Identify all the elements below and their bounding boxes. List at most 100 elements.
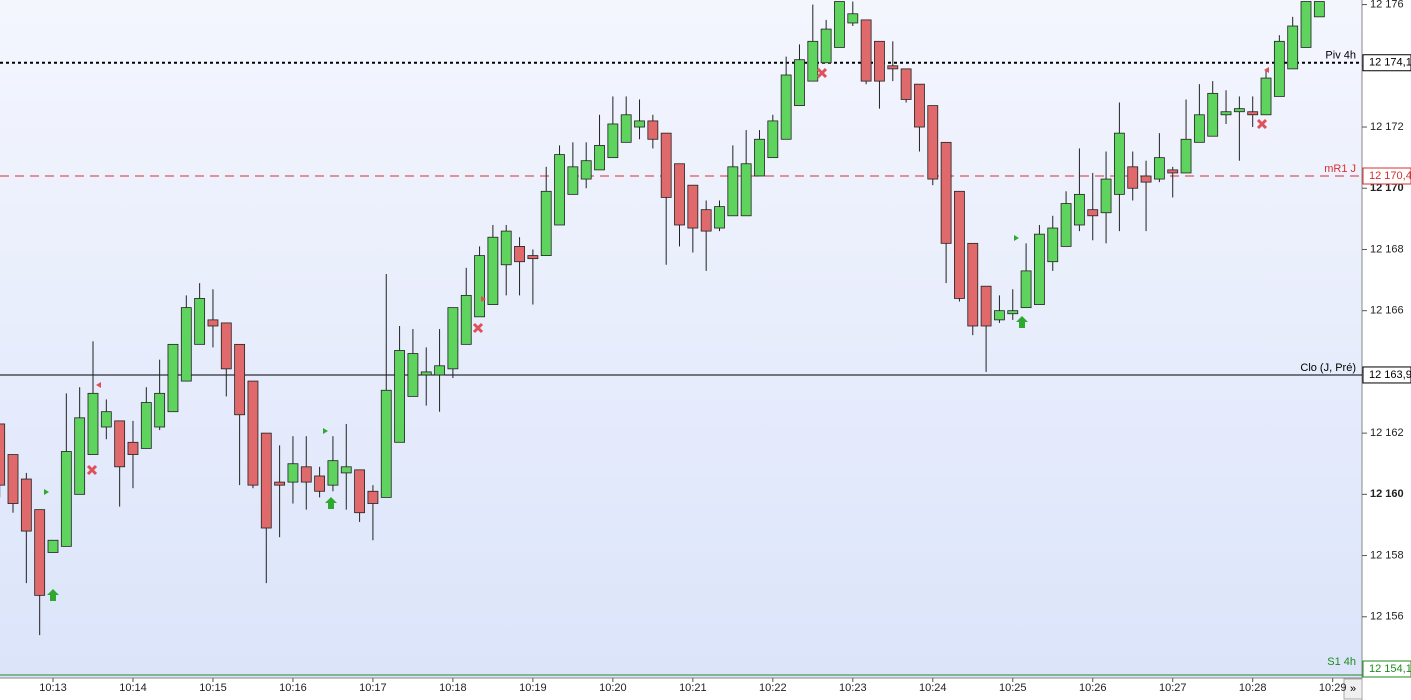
candle-body bbox=[1034, 233, 1045, 305]
candle-body bbox=[1220, 111, 1232, 116]
x-tick-label: 10:13 bbox=[39, 682, 67, 694]
y-tick-label: 12 168 bbox=[1370, 243, 1404, 255]
candle-body bbox=[794, 59, 805, 107]
candle-body bbox=[0, 423, 6, 486]
x-tick-label: 10:15 bbox=[199, 682, 227, 694]
candle-body bbox=[1193, 114, 1205, 143]
candle-body bbox=[487, 236, 499, 305]
candle-body bbox=[447, 307, 459, 370]
y-tick-label: 12 170 bbox=[1370, 182, 1404, 194]
candle-body bbox=[1100, 178, 1112, 214]
candle-body bbox=[7, 454, 19, 504]
level-name: Clo (J, Pré) bbox=[1300, 362, 1356, 374]
candle-body bbox=[220, 322, 232, 370]
axis-bg bbox=[1362, 0, 1411, 700]
x-axis-bg bbox=[0, 678, 1362, 700]
candle-body bbox=[914, 83, 925, 128]
candle-body bbox=[380, 389, 392, 498]
candle-body bbox=[767, 120, 779, 159]
candle-body bbox=[674, 163, 685, 226]
candle-body bbox=[407, 353, 419, 397]
x-tick-label: 10:16 bbox=[279, 682, 307, 694]
candle-body bbox=[1260, 77, 1272, 116]
candle-body bbox=[580, 160, 592, 180]
candle-body bbox=[860, 19, 872, 82]
candle-body bbox=[394, 350, 405, 443]
candle-body bbox=[594, 144, 605, 171]
candle-body bbox=[420, 371, 432, 376]
candle-body bbox=[887, 65, 899, 70]
candle-body bbox=[567, 166, 579, 195]
candle-body bbox=[247, 380, 259, 486]
candle-body bbox=[127, 441, 139, 455]
x-tick-label: 10:20 bbox=[599, 682, 627, 694]
level-tag bbox=[1362, 167, 1411, 185]
candle-body bbox=[274, 481, 286, 486]
candle-body bbox=[180, 307, 192, 382]
scroll-button-label[interactable]: » bbox=[1350, 683, 1356, 695]
buy-arrow bbox=[1016, 316, 1028, 328]
candle-body bbox=[900, 68, 912, 100]
flag bbox=[44, 235, 1019, 495]
candle-body bbox=[354, 469, 365, 514]
y-tick-label: 12 158 bbox=[1370, 549, 1404, 561]
candle-body bbox=[87, 392, 99, 455]
candle-body bbox=[940, 141, 952, 244]
candle-body bbox=[607, 123, 619, 159]
candle-body bbox=[194, 298, 206, 345]
x-tick-label: 10:21 bbox=[679, 682, 707, 694]
candle-body bbox=[700, 209, 712, 232]
y-tick-label: 12 160 bbox=[1370, 488, 1404, 500]
candle-body bbox=[167, 343, 179, 413]
candle-body bbox=[1047, 227, 1059, 263]
candle-body bbox=[620, 114, 632, 143]
level-name: S1 4h bbox=[1327, 656, 1356, 668]
signals bbox=[44, 67, 1269, 601]
candle-body bbox=[260, 432, 272, 529]
candle-body bbox=[714, 206, 725, 229]
candle-body bbox=[340, 466, 352, 474]
level-tag-label: 12 174,1 bbox=[1369, 57, 1411, 69]
candle-body bbox=[834, 1, 845, 48]
level-name: Piv 4h bbox=[1325, 50, 1356, 62]
candle-body bbox=[954, 190, 965, 299]
scroll-button[interactable] bbox=[1343, 678, 1363, 700]
x-tick-label: 10:14 bbox=[119, 682, 147, 694]
level-tag bbox=[1362, 660, 1411, 678]
level-tag-label: 12 170,4 bbox=[1369, 170, 1411, 182]
candle-body bbox=[1140, 175, 1152, 183]
candle-body bbox=[687, 184, 699, 229]
candle-body bbox=[754, 138, 765, 177]
candle-body bbox=[1247, 111, 1259, 116]
candle-body bbox=[1313, 1, 1325, 18]
candle-body bbox=[540, 190, 552, 256]
candle-body bbox=[1020, 270, 1032, 309]
candle-body bbox=[994, 310, 1005, 321]
candle-body bbox=[514, 246, 525, 263]
candle-body bbox=[647, 120, 659, 140]
candle-body bbox=[820, 28, 832, 64]
candle-body bbox=[74, 417, 86, 495]
x-tick-label: 10:22 bbox=[759, 682, 787, 694]
x-tick-label: 10:18 bbox=[439, 682, 467, 694]
y-tick-label: 12 166 bbox=[1370, 305, 1404, 317]
candle-body bbox=[980, 285, 992, 327]
y-tick-label: 12 176 bbox=[1370, 0, 1404, 10]
candle-body bbox=[847, 13, 859, 24]
x-tick-label: 10:26 bbox=[1079, 682, 1107, 694]
x-tick-label: 10:17 bbox=[359, 682, 387, 694]
candle-body bbox=[554, 154, 565, 226]
candle-body bbox=[1287, 25, 1299, 70]
candle-body bbox=[327, 460, 339, 486]
level-tag bbox=[1362, 54, 1411, 72]
candle-body bbox=[807, 40, 819, 82]
x-tick-label: 10:28 bbox=[1239, 682, 1267, 694]
x-tick-label: 10:24 bbox=[919, 682, 947, 694]
candle-body bbox=[1180, 138, 1192, 174]
candle-body bbox=[367, 490, 379, 504]
candle-body bbox=[527, 255, 539, 260]
level-tag bbox=[1362, 366, 1411, 384]
x-tick-label: 10:23 bbox=[839, 682, 867, 694]
candle-body bbox=[740, 163, 752, 217]
